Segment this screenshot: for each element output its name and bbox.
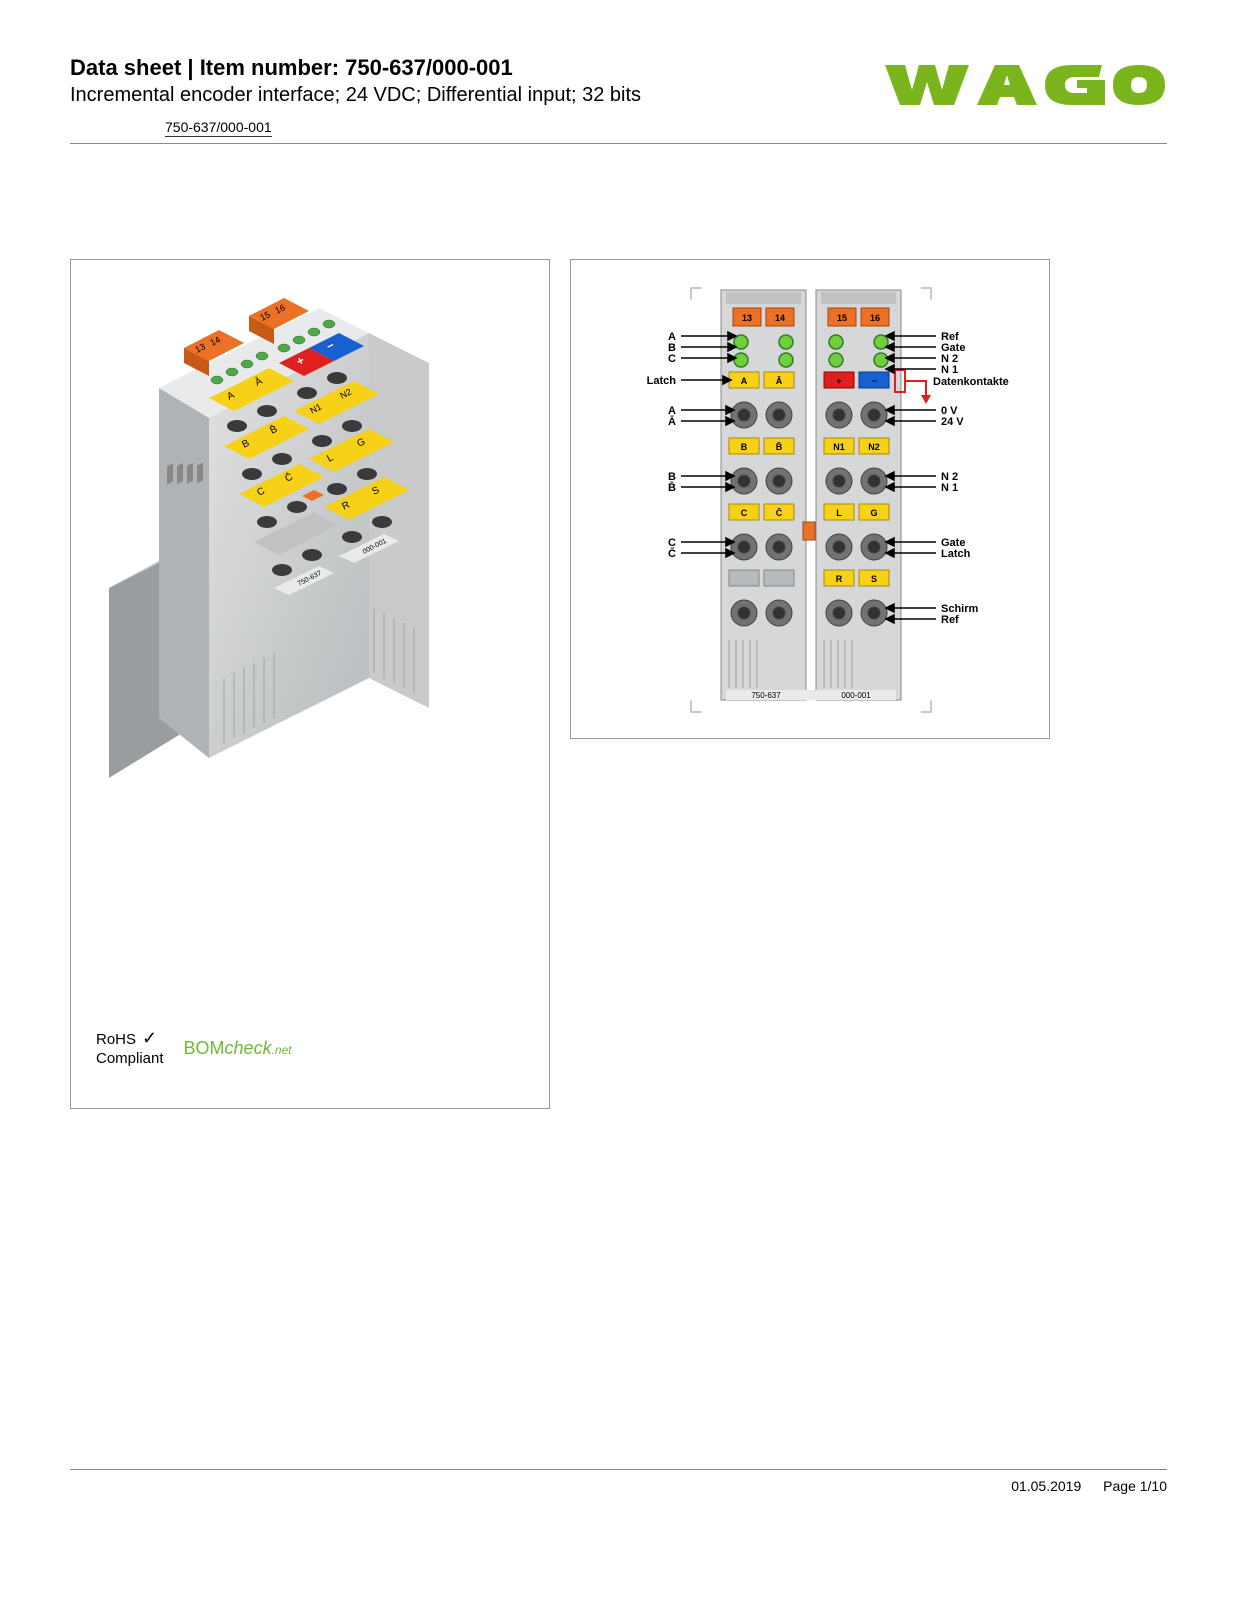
svg-text:A: A (741, 376, 748, 386)
title-main: Item number: 750-637/000-001 (200, 55, 513, 80)
footer-page: Page 1/10 (1103, 1478, 1167, 1494)
svg-text:C̄: C̄ (668, 548, 676, 560)
svg-text:Latch: Latch (941, 548, 971, 560)
product-image-panel: 13 14 15 16 (70, 259, 550, 1109)
footer-date: 01.05.2019 (1011, 1478, 1081, 1494)
svg-text:B: B (741, 442, 748, 452)
svg-text:S: S (871, 574, 877, 584)
svg-text:N1: N1 (833, 442, 845, 452)
wago-logo (877, 55, 1167, 115)
svg-text:−: − (871, 376, 876, 386)
check-icon: ✓ (142, 1028, 157, 1048)
bomcheck-logo: BOMcheck.net (184, 1038, 292, 1059)
svg-text:Ā: Ā (776, 376, 783, 386)
product-3d: 13 14 15 16 (89, 278, 529, 838)
svg-text:G: G (870, 508, 877, 518)
svg-text:750-637: 750-637 (751, 691, 781, 700)
item-badge: 750-637/000-001 (165, 119, 272, 137)
svg-text:16: 16 (870, 313, 880, 323)
svg-text:Ref: Ref (941, 614, 959, 626)
svg-text:N2: N2 (868, 442, 880, 452)
title-sep: | (187, 55, 199, 80)
header-text: Data sheet | Item number: 750-637/000-00… (70, 55, 877, 137)
svg-text:B̄: B̄ (668, 482, 676, 494)
title-prefix: Data sheet (70, 55, 181, 80)
svg-text:15: 15 (837, 313, 847, 323)
svg-text:C: C (668, 353, 676, 365)
svg-text:Ā: Ā (668, 416, 676, 428)
svg-text:B̄: B̄ (776, 442, 783, 452)
subtitle: Incremental encoder interface; 24 VDC; D… (70, 84, 877, 107)
schematic-diagram: 13 14 15 16 (581, 270, 1041, 730)
svg-text:N 1: N 1 (941, 482, 958, 494)
rohs-badge: RoHS✓ Compliant (96, 1028, 164, 1068)
svg-text:Datenkontakte: Datenkontakte (933, 376, 1009, 388)
compliance-row: RoHS✓ Compliant BOMcheck.net (96, 1028, 292, 1068)
svg-text:24 V: 24 V (941, 416, 964, 428)
svg-text:L: L (836, 508, 842, 518)
content: 13 14 15 16 (70, 259, 1167, 1109)
svg-text:000-001: 000-001 (841, 691, 871, 700)
header: Data sheet | Item number: 750-637/000-00… (70, 55, 1167, 144)
svg-text:N 1: N 1 (941, 364, 958, 376)
svg-text:13: 13 (742, 313, 752, 323)
schematic-panel: 13 14 15 16 (570, 259, 1050, 739)
svg-text:+: + (836, 376, 841, 386)
svg-text:14: 14 (775, 313, 785, 323)
svg-text:C: C (741, 508, 748, 518)
footer: 01.05.2019 Page 1/10 (70, 1469, 1167, 1494)
svg-text:Latch: Latch (647, 375, 677, 387)
svg-text:R: R (836, 574, 843, 584)
svg-text:C̄: C̄ (776, 508, 783, 518)
title-line: Data sheet | Item number: 750-637/000-00… (70, 55, 877, 81)
